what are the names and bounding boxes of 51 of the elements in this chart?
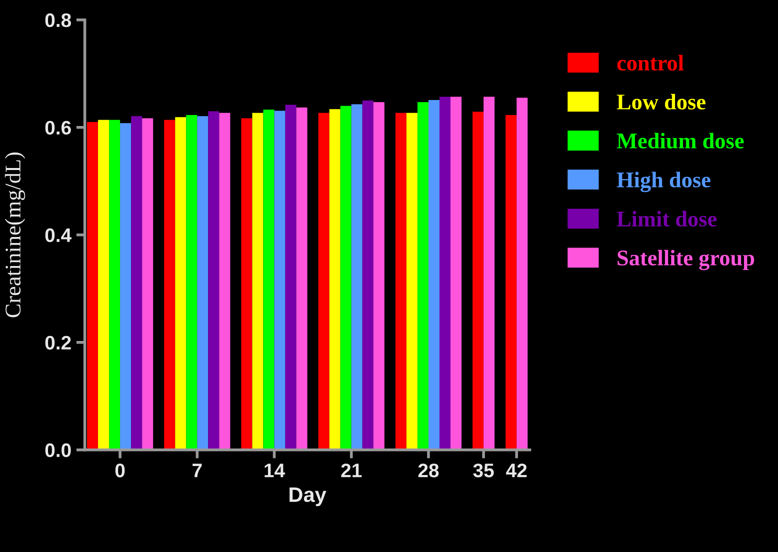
legend-label: Satellite group bbox=[618, 250, 754, 270]
x-tick-label: 42 bbox=[506, 464, 527, 478]
bar bbox=[274, 110, 286, 450]
bar bbox=[208, 111, 220, 450]
bar bbox=[417, 102, 428, 450]
bar bbox=[439, 96, 451, 450]
bar bbox=[241, 118, 252, 450]
y-tick-label: 0.2 bbox=[45, 336, 71, 350]
bar bbox=[285, 104, 296, 450]
bar bbox=[472, 112, 484, 450]
legend-label: Low dose bbox=[616, 94, 706, 110]
x-tick-label: 35 bbox=[473, 464, 494, 478]
bar bbox=[142, 118, 154, 450]
bar bbox=[98, 120, 110, 450]
bar bbox=[87, 122, 98, 450]
bar bbox=[164, 120, 176, 450]
y-tick-label: 0.8 bbox=[45, 13, 72, 28]
bar bbox=[395, 112, 406, 450]
bar bbox=[186, 115, 198, 450]
bar bbox=[197, 116, 208, 450]
bar bbox=[252, 112, 264, 450]
bar bbox=[109, 120, 120, 450]
x-tick-label: 14 bbox=[264, 464, 285, 478]
x-tick-label: 21 bbox=[341, 464, 362, 478]
bar bbox=[131, 116, 142, 450]
bar bbox=[340, 106, 352, 450]
bar bbox=[450, 96, 462, 450]
x-tick-label: 28 bbox=[418, 464, 439, 478]
y-tick-label: 0.0 bbox=[45, 443, 71, 458]
bar bbox=[318, 112, 330, 450]
bar bbox=[263, 110, 274, 450]
legend-label: Limit dose bbox=[616, 210, 717, 227]
bar bbox=[175, 117, 186, 450]
bar bbox=[351, 104, 362, 450]
bar bbox=[428, 100, 440, 450]
bar bbox=[329, 109, 340, 450]
bar bbox=[373, 102, 384, 450]
y-tick-label: 0.6 bbox=[45, 120, 71, 135]
bar bbox=[406, 112, 418, 450]
legend-label: Medium dose bbox=[616, 132, 744, 149]
legend-label: High dose bbox=[616, 172, 710, 192]
bar bbox=[120, 123, 132, 450]
x-tick-label: 7 bbox=[192, 464, 202, 478]
x-tick-label: 0 bbox=[115, 464, 125, 478]
bar bbox=[362, 100, 374, 450]
y-tick-label: 0.4 bbox=[45, 228, 72, 242]
bar bbox=[219, 112, 230, 450]
y-axis-title: Creatinine(mg/dL) bbox=[4, 152, 26, 318]
bar bbox=[296, 107, 308, 450]
x-axis-title: Day bbox=[290, 488, 326, 506]
legend-label: control bbox=[617, 54, 684, 71]
